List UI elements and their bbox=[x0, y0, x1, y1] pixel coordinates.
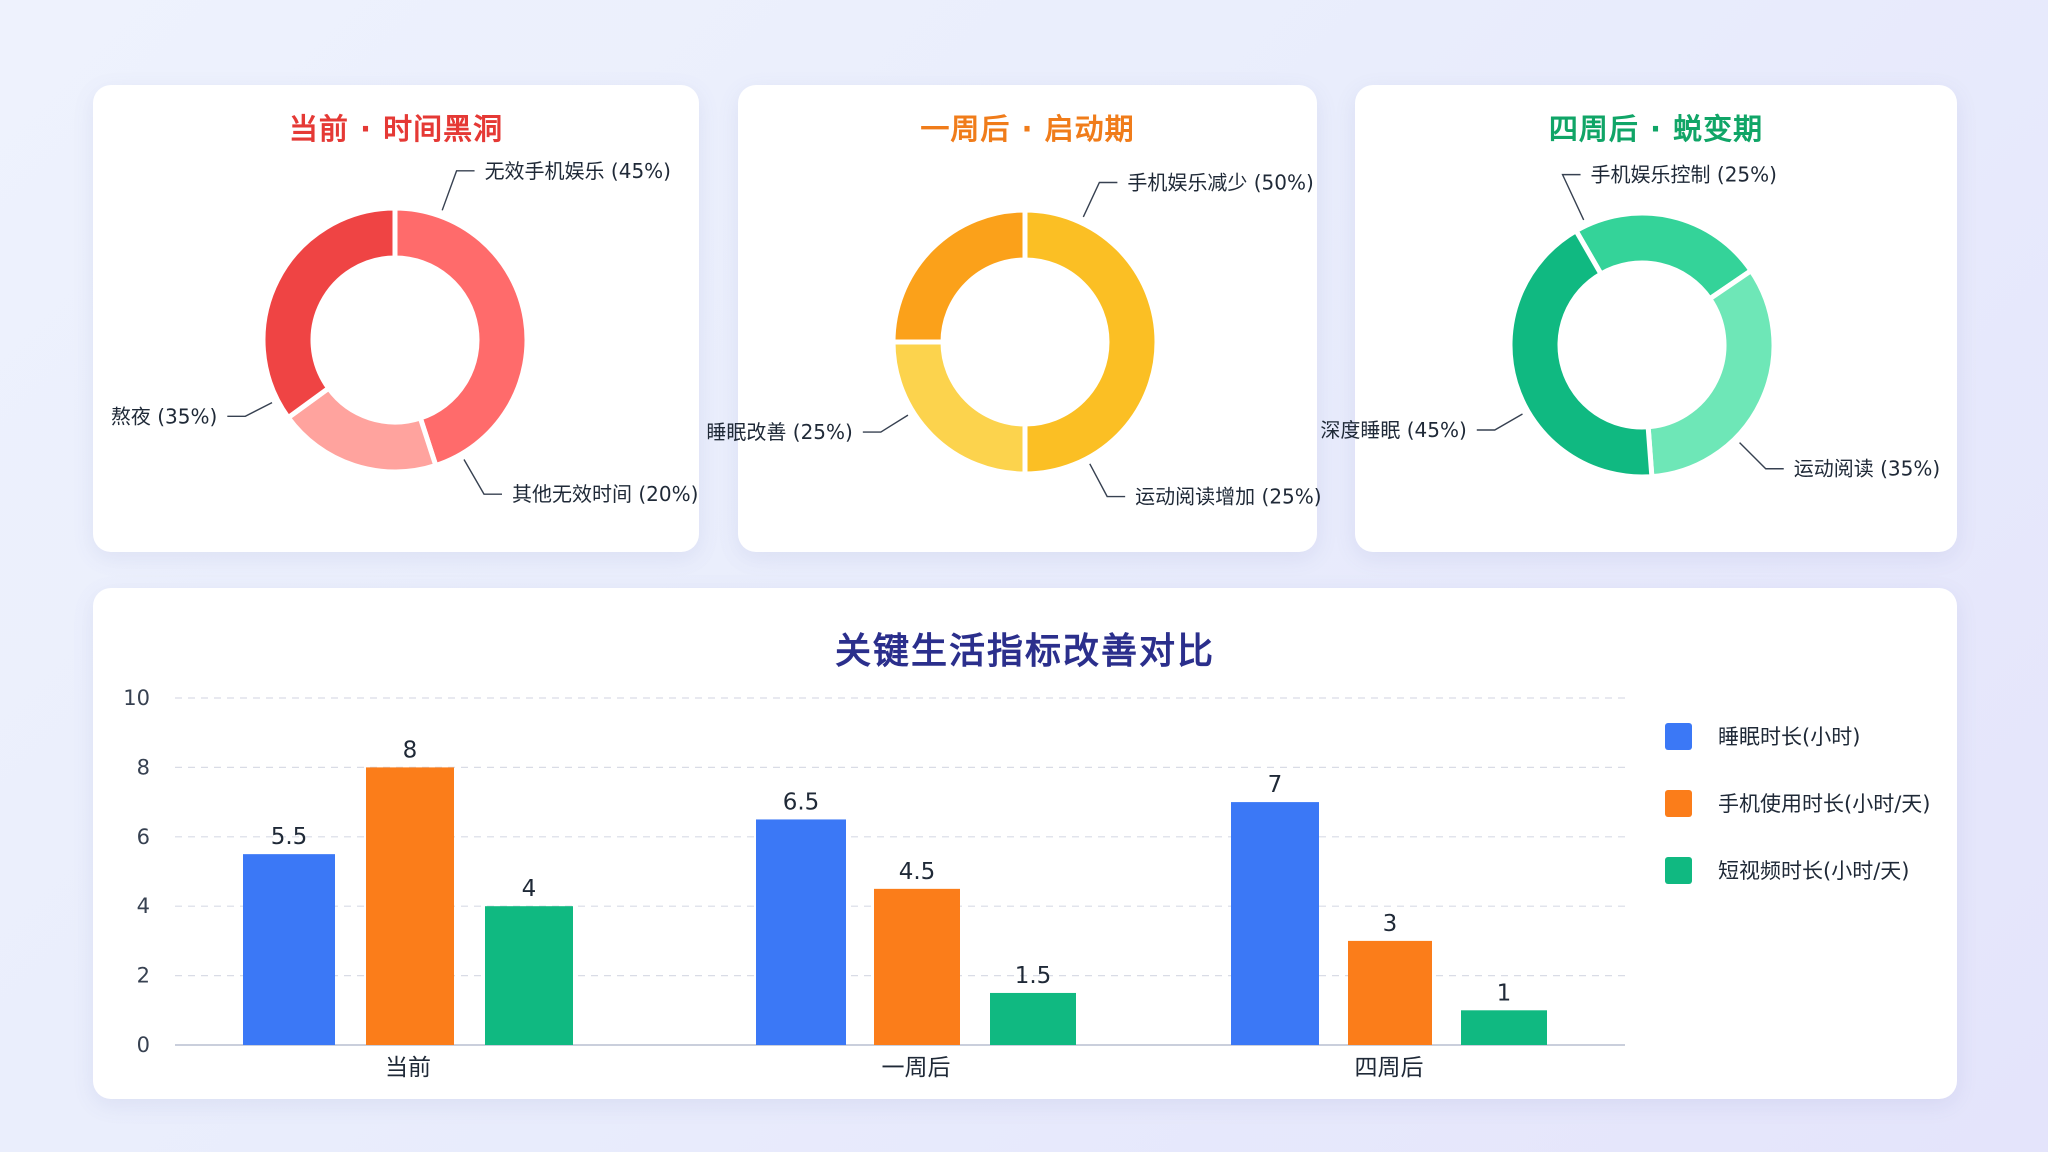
donut-slice-week-four-1 bbox=[1645, 267, 1777, 480]
donut-title-week-one: 一周后 · 启动期 bbox=[920, 112, 1135, 146]
donut-label-week-four-0: 手机娱乐控制 (25%) bbox=[1591, 163, 1777, 187]
donut-label-week-one-2: 睡眠改善 (25%) bbox=[706, 420, 852, 444]
legend-swatch-phone bbox=[1665, 789, 1692, 817]
y-tick-label-5: 10 bbox=[123, 686, 150, 710]
donut-slice-week-one-2 bbox=[890, 207, 1028, 345]
legend-item-sleep: 睡眠时长(小时) bbox=[1665, 720, 1930, 752]
donut-slice-current-0 bbox=[392, 205, 530, 469]
donut-label-current-0: 无效手机娱乐 (45%) bbox=[485, 159, 671, 183]
bar-current-short-video bbox=[485, 906, 573, 1045]
bar-value-label-current-phone: 8 bbox=[403, 737, 418, 763]
bar-current-sleep bbox=[243, 854, 335, 1045]
donut-slice-current-2 bbox=[260, 205, 398, 422]
bar-week-four-short-video bbox=[1461, 1010, 1547, 1045]
bar-value-label-current-sleep: 5.5 bbox=[271, 824, 308, 850]
bar-value-label-week-one-sleep: 6.5 bbox=[783, 789, 820, 815]
y-tick-label-3: 6 bbox=[137, 825, 150, 849]
bar-week-one-phone bbox=[874, 888, 960, 1045]
donut-leader-week-one-0 bbox=[1082, 181, 1118, 218]
donut-label-current-2: 熬夜 (35%) bbox=[111, 404, 217, 428]
bar-value-label-week-four-sleep: 7 bbox=[1268, 772, 1283, 798]
donut-slice-week-four-2 bbox=[1507, 227, 1655, 480]
donut-leader-week-four-2 bbox=[1476, 413, 1523, 431]
legend-item-short-video: 短视频时长(小时/天) bbox=[1665, 854, 1930, 886]
y-tick-label-2: 4 bbox=[137, 894, 150, 918]
bar-value-label-week-one-short-video: 1.5 bbox=[1015, 963, 1052, 989]
donut-title-current: 当前 · 时间黑洞 bbox=[288, 112, 504, 146]
bar-week-one-short-video bbox=[990, 992, 1076, 1045]
donut-leader-week-four-0 bbox=[1561, 173, 1585, 221]
bar-value-label-week-four-phone: 3 bbox=[1383, 911, 1398, 937]
x-category-label-week-one: 一周后 bbox=[882, 1055, 951, 1081]
y-tick-label-0: 0 bbox=[137, 1033, 150, 1057]
legend-label-phone: 手机使用时长(小时/天) bbox=[1718, 792, 1931, 816]
donut-leader-current-2 bbox=[227, 402, 273, 417]
donut-label-week-four-1: 运动阅读 (35%) bbox=[1794, 457, 1940, 481]
donut-leader-week-one-1 bbox=[1089, 463, 1126, 498]
donut-slice-week-one-0 bbox=[1022, 207, 1160, 477]
donut-label-week-one-1: 运动阅读增加 (25%) bbox=[1135, 485, 1321, 509]
y-tick-label-1: 2 bbox=[137, 964, 150, 988]
bar-week-four-phone bbox=[1348, 940, 1432, 1045]
legend-swatch-sleep bbox=[1665, 722, 1692, 750]
legend-label-sleep: 睡眠时长(小时) bbox=[1718, 725, 1861, 749]
bar-value-label-current-short-video: 4 bbox=[522, 876, 537, 902]
donut-leader-week-one-2 bbox=[862, 414, 909, 433]
x-category-label-week-four: 四周后 bbox=[1355, 1055, 1424, 1081]
legend-label-short-video: 短视频时长(小时/天) bbox=[1718, 859, 1910, 883]
donut-label-current-1: 其他无效时间 (20%) bbox=[512, 482, 698, 506]
donut-label-week-one-0: 手机娱乐减少 (50%) bbox=[1127, 170, 1313, 194]
donut-label-week-four-2: 深度睡眠 (45%) bbox=[1320, 418, 1466, 442]
legend-swatch-short-video bbox=[1665, 856, 1692, 884]
y-tick-label-4: 8 bbox=[137, 755, 150, 779]
bar-chart-legend: 睡眠时长(小时) 手机使用时长(小时/天) 短视频时长(小时/天) bbox=[1665, 720, 1930, 921]
donut-leader-current-0 bbox=[441, 170, 475, 211]
bar-current-phone bbox=[366, 767, 454, 1045]
x-category-label-current: 当前 bbox=[385, 1055, 431, 1081]
bar-week-one-sleep bbox=[756, 819, 846, 1045]
bar-value-label-week-one-phone: 4.5 bbox=[899, 859, 936, 885]
donut-leader-current-1 bbox=[463, 459, 502, 495]
donut-title-week-four: 四周后 · 蜕变期 bbox=[1548, 112, 1764, 146]
bar-value-label-week-four-short-video: 1 bbox=[1497, 980, 1512, 1006]
bar-week-four-sleep bbox=[1231, 802, 1319, 1045]
bar-chart-title: 关键生活指标改善对比 bbox=[834, 631, 1215, 672]
legend-item-phone: 手机使用时长(小时/天) bbox=[1665, 787, 1930, 819]
donut-leader-week-four-1 bbox=[1739, 442, 1784, 470]
